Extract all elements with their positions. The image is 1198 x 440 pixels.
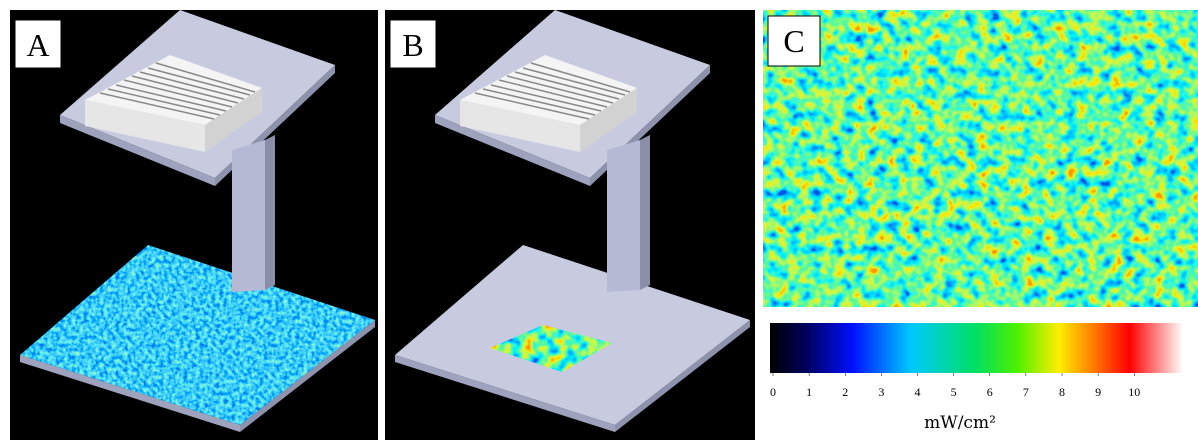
- tick-label: 3: [878, 385, 884, 399]
- tick-label: 1: [806, 385, 812, 399]
- panel-label: A: [26, 27, 49, 63]
- tick-label: 2: [842, 385, 848, 399]
- panel-label: B: [402, 27, 423, 63]
- panel-label: C: [783, 23, 804, 59]
- tick-label: 6: [987, 385, 993, 399]
- tick-label: 10: [1128, 385, 1140, 399]
- tick-label: 9: [1095, 385, 1101, 399]
- colorbar-unit: mW/cm²: [924, 413, 996, 433]
- tick-label: 8: [1059, 385, 1065, 399]
- tick-label: 7: [1023, 385, 1029, 399]
- colorbar: [770, 323, 1183, 373]
- figure: A B C mW/cm² 0 1 2 3 4 5 6 7 8 9 10: [0, 0, 1198, 440]
- tick-label: 0: [770, 385, 776, 399]
- tick-label: 5: [951, 385, 957, 399]
- heatmap: [763, 10, 1198, 307]
- tick-label: 4: [914, 385, 920, 399]
